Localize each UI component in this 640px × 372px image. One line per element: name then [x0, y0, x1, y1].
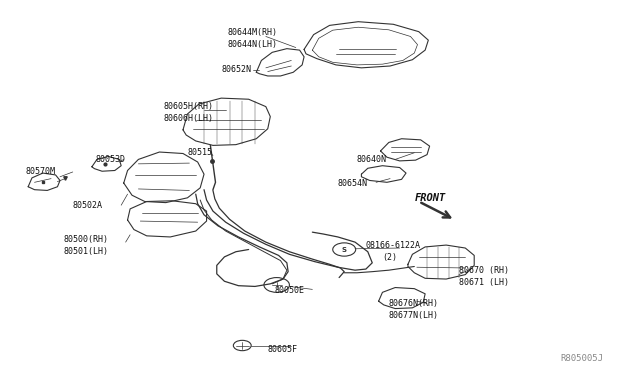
Text: 80053D: 80053D	[96, 155, 125, 164]
Text: 08166-6122A: 08166-6122A	[366, 241, 421, 250]
Text: 80050E: 80050E	[274, 286, 304, 295]
Text: R805005J: R805005J	[561, 354, 604, 363]
Text: 80570M: 80570M	[26, 167, 56, 176]
Text: 80605H(RH): 80605H(RH)	[164, 102, 214, 111]
Text: 80515: 80515	[188, 148, 212, 157]
Text: FRONT: FRONT	[414, 193, 445, 203]
Text: 80676N(RH): 80676N(RH)	[389, 299, 439, 308]
Text: 80500(RH): 80500(RH)	[64, 235, 109, 244]
Text: 80605F: 80605F	[268, 345, 298, 354]
Text: 80501(LH): 80501(LH)	[64, 247, 109, 256]
Text: 80670 (RH): 80670 (RH)	[459, 266, 509, 275]
Text: 80671 (LH): 80671 (LH)	[459, 278, 509, 287]
Text: 80644N(LH): 80644N(LH)	[228, 41, 278, 49]
Text: 80606H(LH): 80606H(LH)	[164, 114, 214, 123]
Text: (2): (2)	[383, 253, 397, 263]
Text: 80640N: 80640N	[357, 155, 387, 164]
Text: S: S	[342, 247, 347, 253]
Text: 80502A: 80502A	[73, 201, 103, 210]
Text: 80654N: 80654N	[338, 179, 368, 187]
Text: 80677N(LH): 80677N(LH)	[389, 311, 439, 320]
Text: 80652N: 80652N	[221, 65, 252, 74]
Text: 80644M(RH): 80644M(RH)	[228, 28, 278, 37]
